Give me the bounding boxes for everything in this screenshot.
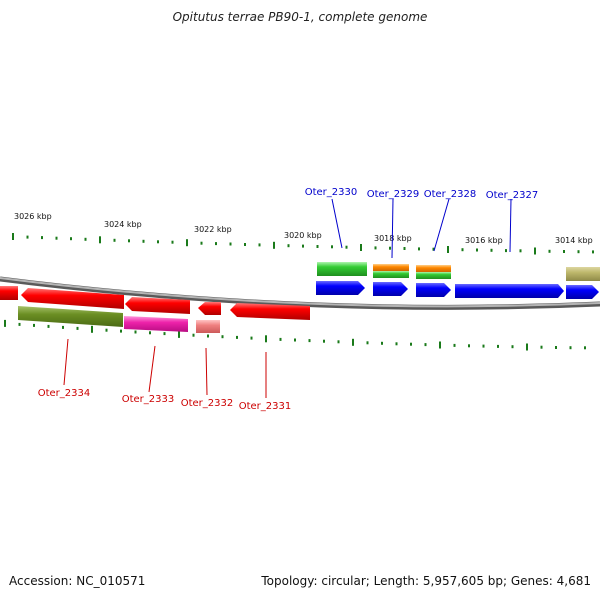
gene-oter-2333-cds[interactable] (125, 297, 190, 314)
gene-oter-2330-cds[interactable] (316, 281, 365, 295)
gene-label-oter-2334[interactable]: Oter_2334 (38, 388, 91, 399)
gene-oter-2328-category-bar (416, 265, 451, 272)
genome-backbone-highlight (0, 277, 600, 308)
genome-summary-text: Topology: circular; Length: 5,957,605 bp… (261, 574, 591, 588)
gene-label-oter-2333[interactable]: Oter_2333 (122, 394, 175, 405)
scale-label: 3020 kbp (284, 231, 322, 240)
gene-oter-2328-cds[interactable] (416, 283, 451, 297)
scale-label: 3022 kbp (194, 225, 232, 234)
gene-label-oter-2327[interactable]: Oter_2327 (486, 190, 539, 201)
accession-text: Accession: NC_010571 (9, 574, 146, 588)
gene-partial-forward-cds[interactable] (566, 285, 599, 299)
gene-oter-2332-cds[interactable] (198, 302, 221, 315)
tick-marks-lower (4, 319, 586, 351)
gene-oter-2334-category-bar (18, 306, 123, 327)
map-title: Opitutus terrae PB90-1, complete genome (172, 10, 428, 24)
scale-label: 3014 kbp (555, 236, 593, 245)
gene-oter-2330-category-bar (317, 262, 367, 276)
scale-label: 3024 kbp (104, 220, 142, 229)
gene-label-oter-2328[interactable]: Oter_2328 (424, 189, 477, 200)
leader-line-oter-2333 (148, 345, 156, 393)
gene-partial-category-bar (566, 267, 600, 281)
leader-line-oter-2327 (509, 198, 512, 253)
leader-line-oter-2332 (205, 347, 208, 396)
leader-line-oter-2330 (331, 198, 343, 249)
gene-oter-2329-category-bar (373, 264, 409, 271)
tick-marks-upper (12, 233, 594, 255)
gene-label-oter-2329[interactable]: Oter_2329 (367, 189, 420, 200)
leader-line-oter-2329 (391, 198, 394, 259)
gene-oter-2334-cds[interactable] (21, 288, 124, 309)
gene-partial-reverse-cds[interactable] (0, 286, 18, 300)
leader-line-oter-2328 (433, 198, 450, 252)
gene-oter-2327-cds[interactable] (455, 284, 564, 298)
gene-oter-2329-category-bar-2 (373, 271, 409, 278)
gene-oter-2329-cds[interactable] (373, 282, 408, 296)
leader-line-oter-2334 (63, 338, 69, 386)
gene-label-oter-2330[interactable]: Oter_2330 (305, 187, 358, 198)
scale-label: 3016 kbp (465, 236, 503, 245)
gene-label-oter-2332[interactable]: Oter_2332 (181, 398, 234, 409)
gene-oter-2328-category-bar-2 (416, 272, 451, 279)
gene-oter-2331-cds[interactable] (230, 303, 310, 320)
scale-label: 3026 kbp (14, 212, 52, 221)
gene-oter-2333-category-bar (124, 316, 188, 332)
scale-label: 3018 kbp (374, 234, 412, 243)
gene-label-oter-2331[interactable]: Oter_2331 (239, 401, 292, 412)
gene-oter-2332-category-bar (196, 320, 220, 333)
